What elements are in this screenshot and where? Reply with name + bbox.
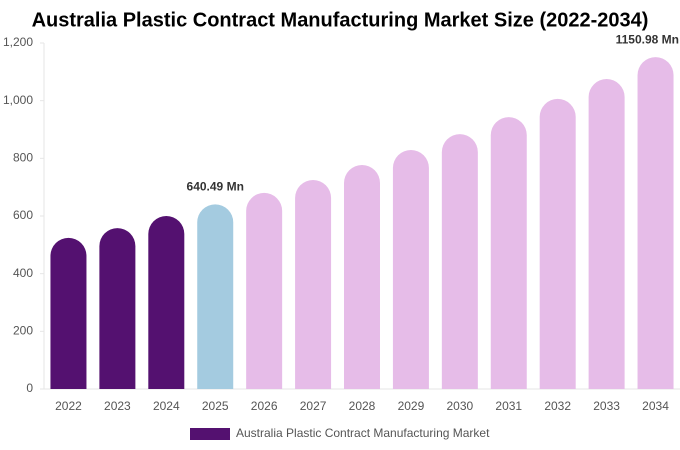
x-tick-label: 2022	[55, 399, 82, 413]
y-tick-label: 1,000	[3, 93, 33, 107]
x-tick-label: 2033	[593, 399, 620, 413]
bar	[441, 134, 478, 389]
y-tick-label: 800	[13, 151, 33, 165]
x-tick-label: 2031	[495, 399, 522, 413]
bar	[588, 79, 625, 390]
x-tick-label: 2023	[104, 399, 131, 413]
bar	[539, 98, 576, 389]
value-label: 1150.98 Mn	[616, 32, 679, 46]
bar	[246, 192, 283, 389]
x-tick-label: 2025	[202, 399, 229, 413]
y-tick-label: 200	[13, 324, 33, 338]
legend-label: Australia Plastic Contract Manufacturing…	[236, 426, 490, 440]
x-tick-label: 2029	[398, 399, 425, 413]
bar	[99, 228, 136, 389]
value-label: 640.49 Mn	[187, 179, 244, 193]
bar	[490, 117, 527, 389]
x-tick-label: 2027	[300, 399, 327, 413]
x-tick-label: 2034	[642, 399, 669, 413]
x-tick-label: 2026	[251, 399, 278, 413]
y-tick-label: 400	[13, 266, 33, 280]
bar	[50, 237, 87, 389]
legend-swatch	[190, 428, 230, 440]
y-tick-label: 0	[26, 381, 33, 395]
y-tick-label: 1,200	[3, 35, 33, 49]
bar	[197, 204, 234, 389]
bar	[295, 179, 332, 389]
bar	[392, 149, 429, 389]
bar	[344, 164, 380, 389]
x-tick-label: 2024	[153, 399, 180, 413]
bar	[148, 216, 185, 389]
y-tick-label: 600	[13, 208, 33, 222]
x-tick-label: 2032	[544, 399, 571, 413]
chart-title: Australia Plastic Contract Manufacturing…	[32, 9, 649, 31]
x-tick-label: 2028	[349, 399, 376, 413]
x-tick-label: 2030	[446, 399, 473, 413]
bar	[637, 57, 674, 390]
